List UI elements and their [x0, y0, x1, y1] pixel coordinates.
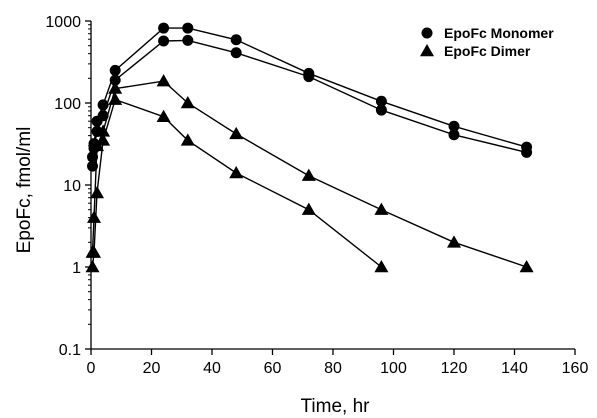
y-axis-label: EpoFc, fmol/ml: [14, 127, 35, 254]
y-tick-label: 1000: [45, 14, 81, 31]
data-point: [519, 260, 534, 273]
y-tick-label: 10: [63, 178, 81, 195]
data-point: [229, 166, 244, 179]
series-line: [91, 98, 382, 268]
x-tick-label: 0: [87, 360, 96, 377]
data-point: [90, 185, 105, 199]
data-point: [182, 34, 194, 46]
data-point: [180, 133, 195, 146]
data-point: [96, 124, 111, 137]
data-point: [375, 104, 387, 116]
x-tick-label: 120: [441, 360, 468, 377]
data-point: [448, 129, 460, 141]
data-point: [87, 151, 99, 163]
series-line: [91, 39, 527, 167]
data-point: [182, 22, 194, 34]
y-tick-label: 100: [54, 96, 81, 113]
data-point: [230, 34, 242, 46]
data-point: [420, 44, 434, 57]
legend-label: EpoFc Dimer: [444, 43, 531, 59]
data-point: [301, 168, 316, 181]
data-point: [87, 245, 102, 258]
data-point: [87, 210, 102, 223]
data-point: [230, 47, 242, 59]
data-point: [158, 22, 170, 34]
x-tick-label: 140: [501, 360, 528, 377]
legend-label: EpoFc Monomer: [444, 25, 554, 41]
x-tick-label: 60: [264, 360, 282, 377]
data-point: [301, 202, 316, 215]
x-tick-label: 100: [380, 360, 407, 377]
x-tick-label: 80: [324, 360, 342, 377]
data-point: [108, 81, 123, 94]
data-point: [448, 120, 460, 132]
y-tick-label: 1: [72, 260, 81, 277]
data-point: [156, 109, 171, 122]
data-point: [85, 260, 100, 273]
x-tick-label: 160: [562, 360, 589, 377]
data-point: [109, 64, 121, 76]
series-circle: [87, 22, 533, 172]
data-point: [109, 74, 121, 86]
data-point: [375, 95, 387, 107]
data-point: [229, 126, 244, 140]
data-point: [374, 260, 389, 273]
data-point: [421, 27, 433, 39]
data-point: [447, 235, 461, 248]
data-point: [97, 110, 109, 122]
data-point: [180, 96, 195, 109]
axes: 0 20 40 60 80 100 120 140 160 0.1 1 10 100 1000: [45, 14, 588, 377]
data-point: [156, 74, 171, 87]
x-axis-label: Time, hr: [301, 396, 371, 417]
legend: EpoFc Monomer EpoFc Dimer: [420, 25, 554, 59]
data-point: [521, 146, 533, 158]
series-triangle: [85, 74, 534, 273]
data-point: [303, 71, 315, 83]
data-point: [374, 202, 389, 215]
x-tick-label: 40: [203, 360, 221, 377]
data-point: [96, 133, 111, 146]
data-point: [108, 92, 123, 105]
data-point: [97, 99, 109, 111]
data-point: [87, 160, 99, 172]
y-tick-label: 0.1: [59, 342, 81, 359]
series-layer: [85, 22, 534, 273]
x-tick-label: 20: [143, 360, 161, 377]
data-point: [158, 35, 170, 47]
series-line: [91, 80, 527, 268]
